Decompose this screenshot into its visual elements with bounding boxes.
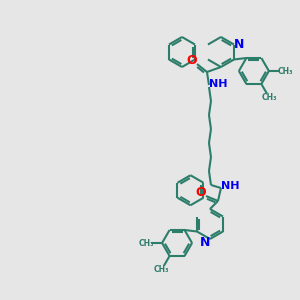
Text: CH₃: CH₃ bbox=[154, 265, 169, 274]
Text: CH₃: CH₃ bbox=[277, 67, 292, 76]
Text: CH₃: CH₃ bbox=[262, 93, 277, 102]
Text: NH: NH bbox=[221, 181, 239, 191]
Text: NH: NH bbox=[209, 79, 227, 89]
Text: CH₃: CH₃ bbox=[138, 238, 154, 247]
Text: O: O bbox=[187, 55, 197, 68]
Text: N: N bbox=[200, 236, 210, 250]
Text: N: N bbox=[234, 38, 244, 51]
Text: O: O bbox=[196, 187, 206, 200]
